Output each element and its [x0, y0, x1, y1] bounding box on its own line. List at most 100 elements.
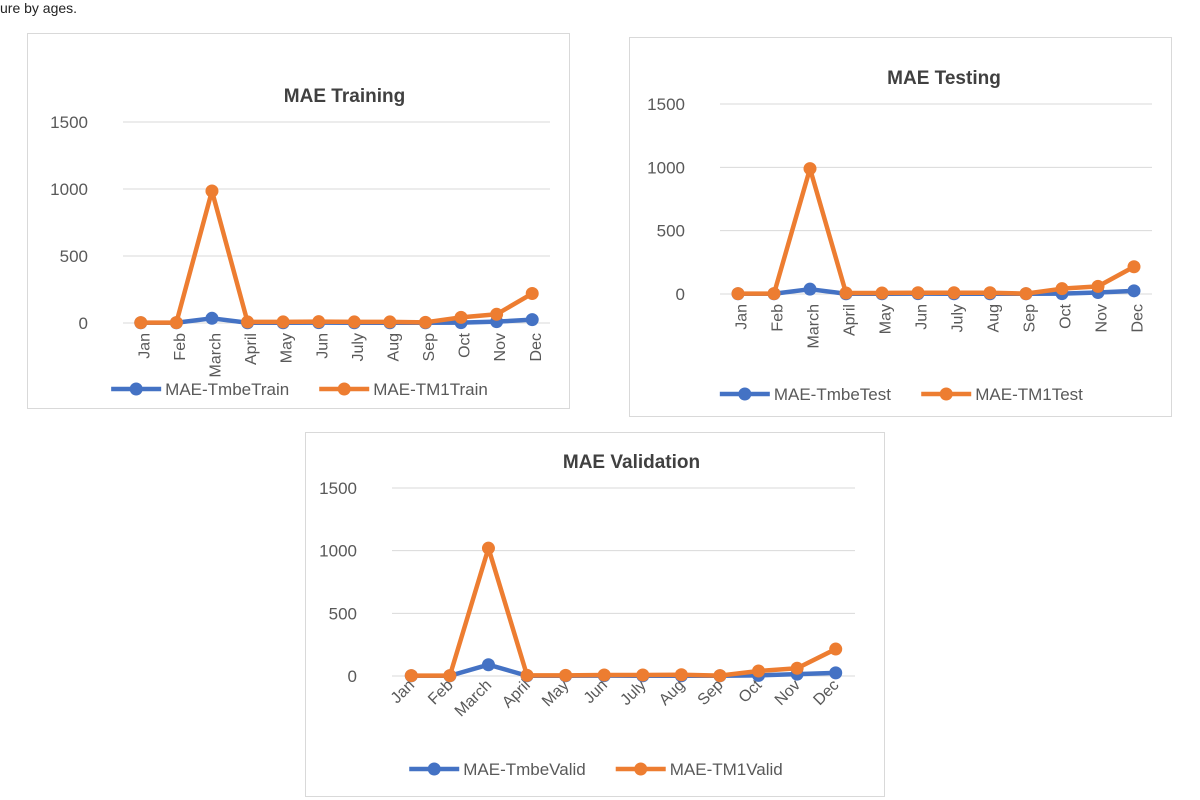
chart-title: MAE Validation: [563, 452, 700, 473]
y-tick-label: 1500: [50, 113, 88, 132]
x-tick-label: Aug: [986, 304, 1003, 332]
legend-label: MAE-TmbeValid: [463, 760, 586, 779]
y-tick-label: 1500: [647, 95, 685, 114]
x-tick-label: Jun: [914, 304, 931, 330]
x-tick-label: March: [208, 333, 225, 377]
data-point: [205, 184, 219, 198]
x-tick-label: Feb: [172, 333, 189, 361]
y-tick-label: 1000: [647, 158, 685, 177]
x-tick-label: Dec: [528, 333, 545, 361]
x-tick-label: May: [279, 333, 296, 363]
x-tick-label: Jan: [136, 333, 153, 359]
x-tick-label: May: [878, 304, 895, 334]
page-caption: ure by ages.: [0, 0, 78, 16]
legend-item: MAE-TM1Valid: [615, 760, 783, 779]
data-point: [674, 668, 688, 682]
x-tick-label: Dec: [1130, 304, 1147, 332]
x-tick-label: Sep: [421, 333, 438, 362]
data-point: [169, 316, 183, 330]
legend-label: MAE-TmbeTest: [774, 385, 891, 404]
legend-label: MAE-TM1Train: [373, 380, 488, 399]
x-tick-label: Nov: [772, 677, 804, 709]
data-point: [829, 642, 843, 656]
y-tick-label: 1000: [50, 180, 88, 199]
data-point: [597, 668, 611, 682]
data-point: [525, 313, 539, 327]
legend-item: MAE-TM1Test: [921, 385, 1083, 404]
y-tick-label: 500: [657, 222, 685, 241]
x-tick-label: Sep: [1022, 304, 1039, 333]
chart-svg: MAE Testing 0 500 1000 1500 Jan Feb March April M…: [647, 68, 1152, 404]
data-point: [911, 286, 925, 300]
data-point: [731, 287, 745, 301]
data-point: [418, 315, 432, 329]
data-point: [205, 311, 219, 325]
data-point: [713, 669, 727, 683]
data-point: [983, 286, 997, 300]
data-point: [1055, 282, 1069, 296]
data-point: [875, 286, 889, 300]
legend-item: MAE-TmbeValid: [409, 760, 586, 779]
y-tick-label: 500: [60, 247, 88, 266]
data-point: [347, 315, 361, 329]
data-point: [443, 669, 457, 683]
x-tick-label: Jan: [734, 304, 751, 330]
data-point: [803, 162, 817, 176]
legend-swatch-marker: [427, 762, 441, 776]
legend-label: MAE-TmbeTrain: [165, 380, 289, 399]
legend-item: MAE-TmbeTest: [719, 385, 891, 404]
x-tick-label: Dec: [810, 677, 842, 709]
legend-item: MAE-TmbeTrain: [111, 380, 289, 399]
data-point: [767, 287, 781, 301]
data-point: [481, 541, 495, 555]
x-tick-label: Nov: [1094, 304, 1111, 332]
data-point: [1127, 284, 1141, 298]
x-tick-label: April: [842, 304, 859, 336]
data-point: [1127, 260, 1141, 274]
chart-title: MAE Testing: [887, 68, 1001, 89]
legend-item: MAE-TM1Train: [319, 380, 488, 399]
series-line: [411, 545, 837, 678]
y-tick-label: 1500: [319, 479, 357, 498]
data-point: [947, 286, 961, 300]
x-tick-label: Oct: [1058, 303, 1075, 328]
data-point: [276, 315, 290, 329]
chart-svg: MAE Training 0 500 1000 1500 Jan Feb March April…: [50, 86, 550, 399]
chart-mae-validation: MAE Validation 0 500 1000 1500 Jan Feb March Apr…: [305, 432, 885, 797]
data-point: [790, 661, 804, 675]
data-point: [404, 669, 418, 683]
data-point: [490, 307, 504, 321]
legend: MAE-TmbeTrain MAE-TM1Train: [111, 380, 488, 399]
y-tick-label: 1000: [319, 542, 357, 561]
data-point: [829, 666, 843, 680]
series-line: [140, 188, 534, 325]
data-point: [481, 658, 495, 672]
data-point: [803, 282, 817, 296]
x-tick-label: March: [452, 677, 495, 720]
legend-swatch-marker: [129, 382, 143, 396]
data-point: [559, 668, 573, 682]
legend-swatch-marker: [337, 382, 351, 396]
chart-title: MAE Training: [284, 86, 405, 107]
legend-label: MAE-TM1Valid: [670, 760, 783, 779]
y-tick-label: 500: [329, 604, 357, 623]
chart-mae-training: MAE Training 0 500 1000 1500 Jan Feb March April…: [27, 33, 570, 409]
legend: MAE-TmbeTest MAE-TM1Test: [719, 385, 1083, 404]
data-point: [134, 316, 148, 330]
data-point: [241, 315, 255, 329]
data-point: [1091, 279, 1105, 293]
y-tick-label: 0: [676, 285, 685, 304]
x-tick-label: March: [806, 304, 823, 348]
data-point: [839, 286, 853, 300]
legend-swatch-marker: [634, 762, 648, 776]
x-tick-label: July: [350, 333, 367, 361]
data-point: [525, 287, 539, 301]
x-tick-label: Nov: [492, 333, 509, 361]
data-point: [312, 315, 326, 329]
data-point: [1019, 287, 1033, 301]
data-point: [383, 315, 397, 329]
x-tick-label: July: [950, 304, 967, 332]
data-point: [752, 664, 766, 678]
x-tick-label: Jun: [314, 333, 331, 359]
